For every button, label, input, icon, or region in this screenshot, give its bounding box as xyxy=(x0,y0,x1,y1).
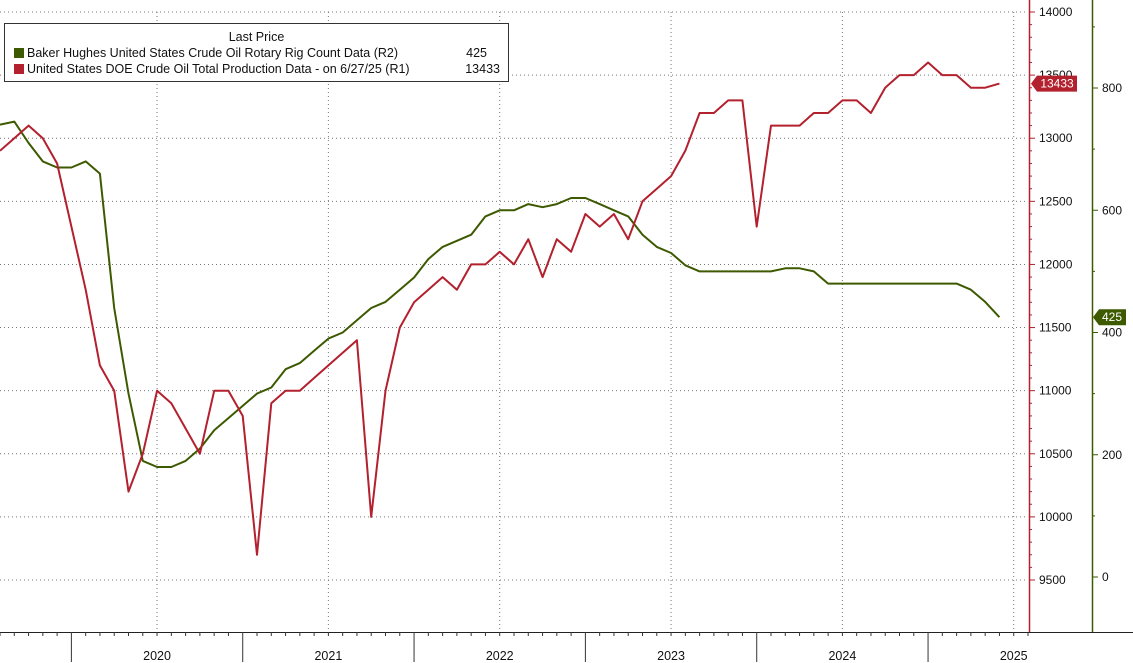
x-axis-ticks: 2020 2021 2022 2023 2024 2025 xyxy=(0,632,1029,663)
axes xyxy=(0,0,1133,633)
last-value-flags: 13433 425 xyxy=(1031,75,1126,326)
rig-count-last-value-label: 425 xyxy=(1102,310,1122,324)
r1-tick-label: 10000 xyxy=(1039,510,1073,524)
production-last-value-flag xyxy=(1031,75,1077,92)
legend-value-rig-count: 425 xyxy=(466,46,487,60)
r1-tick-label: 14000 xyxy=(1039,5,1073,19)
x-tick-label: 2020 xyxy=(143,649,171,663)
r1-tick-label: 11000 xyxy=(1039,384,1072,398)
r1-tick-label: 11500 xyxy=(1039,321,1072,335)
x-tick-label: 2022 xyxy=(486,649,514,663)
x-tick-label: 2023 xyxy=(657,649,685,663)
production-series-line xyxy=(0,61,1000,556)
r2-axis-ticks: 0 200 400 600 800 xyxy=(1092,26,1122,584)
r2-tick-label: 400 xyxy=(1102,326,1122,340)
legend-label-rig-count: Baker Hughes United States Crude Oil Rot… xyxy=(27,46,398,60)
legend-item-rig-count: Baker Hughes United States Crude Oil Rot… xyxy=(5,45,508,61)
legend-item-production: United States DOE Crude Oil Total Produc… xyxy=(5,61,508,77)
r1-tick-label: 12500 xyxy=(1039,194,1073,208)
production-last-value-label: 13433 xyxy=(1040,77,1074,91)
series-lines xyxy=(0,61,1001,556)
r1-tick-label: 10500 xyxy=(1039,447,1073,461)
rig-count-swatch xyxy=(14,48,24,58)
r1-axis-ticks: 9500 10000 10500 11000 11500 12000 12500 13000 1… xyxy=(1029,5,1073,587)
r1-tick-label: 9500 xyxy=(1039,573,1066,587)
x-tick-label: 2024 xyxy=(828,649,856,663)
x-tick-label: 2025 xyxy=(1000,649,1028,663)
grid-lines xyxy=(0,11,1028,632)
rig-count-last-value-flag xyxy=(1093,309,1126,326)
r1-tick-label: 13000 xyxy=(1039,131,1073,145)
chart-legend: Last Price Baker Hughes United States Cr… xyxy=(4,23,509,82)
rig-count-series-line xyxy=(0,120,1001,468)
legend-header: Last Price xyxy=(228,30,285,44)
r2-tick-label: 600 xyxy=(1102,203,1122,217)
legend-value-production: 13433 xyxy=(465,62,500,76)
r2-tick-label: 800 xyxy=(1102,81,1122,95)
production-swatch xyxy=(14,64,24,74)
r1-tick-label: 12000 xyxy=(1039,257,1073,271)
legend-label-production: United States DOE Crude Oil Total Produc… xyxy=(27,62,410,76)
r2-tick-label: 0 xyxy=(1102,570,1109,584)
r2-tick-label: 200 xyxy=(1102,448,1122,462)
x-tick-label: 2021 xyxy=(314,649,342,663)
